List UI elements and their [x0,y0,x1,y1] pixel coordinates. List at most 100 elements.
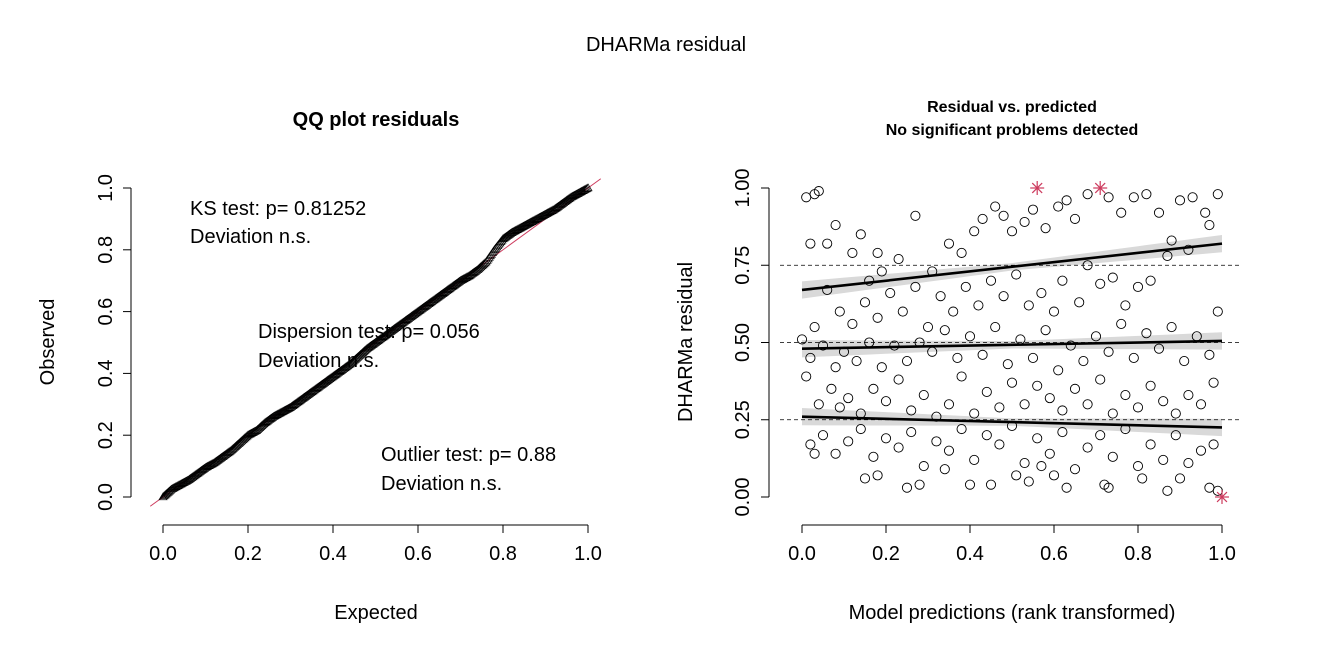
residual-point [1023,300,1034,311]
residual-point [817,430,829,441]
qq-point [226,445,236,454]
rvp-plot-axes: 0.0 0.2 0.4 0.6 0.8 1.0 0.00 0.25 0.50 0.75 1.00 [732,169,1236,565]
residual-point [969,454,980,465]
residual-point [1132,281,1144,292]
qq-point [579,185,589,194]
residual-point [1116,318,1127,330]
residual-point [1179,355,1190,367]
residual-point [1065,340,1076,351]
residual-point [1170,430,1181,441]
residual-point [1128,192,1139,203]
ks-test-text: KS test: p= 0.81252 [190,198,366,220]
residual-point [1120,389,1131,401]
residual-point [973,300,984,311]
residual-point [1095,374,1106,385]
residual-point [1048,470,1060,481]
outlier-marker-stroke [1031,182,1043,194]
residual-point [1200,207,1211,218]
residual-point [1212,485,1223,496]
residual-point [906,405,917,416]
qq-point [357,348,367,357]
qq-point [472,265,483,274]
qq-point [476,262,486,271]
residual-point [1061,195,1072,206]
residual-point [1069,213,1081,224]
residual-point [1069,383,1081,394]
dispersion-deviation-text: Deviation n.s. [258,350,379,372]
residual-point [876,362,887,373]
residual-point [977,349,988,360]
qq-point [350,354,360,363]
qq-x-tick-label: 1.0 [574,543,602,565]
residual-point [952,352,963,364]
qq-plot-panel: QQ plot residuals 0.0 0.2 0.4 0.6 0.8 1.00.00… [37,109,602,624]
qq-point [235,437,246,446]
qq-point [233,439,244,448]
residual-vs-predicted-panel: Residual vs. predicted No significant pr… [675,99,1242,624]
residual-point [1053,365,1064,376]
residual-point [901,482,913,493]
residual-point [1019,216,1030,228]
qq-point [232,440,242,449]
qq-point [345,359,355,368]
residual-point [1183,244,1194,255]
residual-point [998,210,1009,221]
residual-point [1137,473,1148,484]
residual-point [1082,189,1093,200]
qq-point [158,492,168,501]
residual-point [897,306,908,317]
qq-x-axis-label: Expected [334,602,417,624]
residual-point [830,220,841,231]
residual-point [843,393,854,404]
residual-point [859,473,871,484]
residual-point [981,386,992,397]
qq-point [583,183,593,192]
residual-point [1057,427,1068,438]
residual-point [1044,393,1055,404]
residual-point [809,321,820,333]
residual-point [1174,473,1186,484]
qq-point [353,351,364,360]
residual-point [1208,377,1219,388]
residual-point [1204,220,1215,231]
residual-point [956,423,967,435]
residual-point [817,340,829,351]
outlier-marker-stroke [1094,182,1106,194]
residual-point [1011,470,1022,481]
qq-point [580,185,590,193]
residual-point [834,306,845,317]
qq-point [234,438,245,447]
qq-y-tick-label: 0.6 [95,298,117,326]
residual-point [1061,482,1072,493]
residual-point [1174,195,1186,206]
residual-point [847,247,858,258]
residual-point [1027,204,1039,215]
residual-point [868,451,879,462]
residual-point [885,288,896,299]
residual-point [1107,272,1118,283]
residual-point [1103,346,1114,357]
residual-point [1208,439,1219,450]
residual-point [981,430,992,441]
residual-point [910,210,921,221]
rvp-x-axis-label: Model predictions (rank transformed) [849,602,1176,624]
residual-point [956,371,967,382]
residual-point [868,383,879,394]
quantile-fit-line [801,339,1223,350]
qq-point [356,349,366,358]
qq-y-tick-label: 0.0 [95,483,117,511]
residual-point [1162,485,1173,496]
residual-point [943,399,955,410]
qq-point [348,356,358,365]
residual-point [1120,300,1131,311]
residual-point [943,445,955,456]
residual-point [1095,430,1106,441]
residual-point [1082,399,1093,410]
qq-point [230,442,240,450]
rvp-plot-marks [780,181,1242,504]
residual-point [1128,352,1139,364]
residual-point [1027,352,1039,364]
residual-point [901,355,913,367]
residual-point [1040,223,1051,234]
residual-point [1019,399,1030,410]
